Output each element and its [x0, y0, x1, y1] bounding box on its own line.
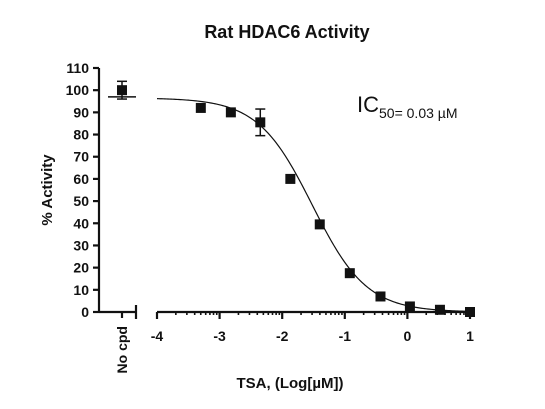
x-tick-label: 0: [404, 328, 412, 344]
x-tick-label: 1: [466, 328, 474, 344]
y-tick-label: 60: [73, 171, 89, 187]
data-point: [285, 173, 296, 184]
data-point: [344, 268, 355, 279]
ic50-annotation-main: IC: [357, 92, 379, 117]
y-tick-label: 100: [66, 82, 90, 98]
data-points-layer: [108, 80, 475, 317]
y-tick-label: 0: [81, 304, 89, 320]
x-tick-label: -2: [276, 328, 289, 344]
y-axis-label: % Activity: [39, 154, 56, 226]
data-point: [434, 304, 445, 315]
y-tick-label: 70: [73, 149, 89, 165]
fit-curve: [156, 98, 471, 312]
data-point: [255, 117, 266, 128]
y-tick-label: 10: [73, 282, 89, 298]
y-tick-label: 30: [73, 237, 89, 253]
svg-text:IC50= 0.03 µM: IC50= 0.03 µM: [357, 92, 458, 121]
chart-title: Rat HDAC6 Activity: [204, 22, 369, 42]
data-point: [225, 107, 236, 118]
control-point: [117, 85, 127, 96]
fit-curve-layer: [156, 98, 471, 312]
y-tick-label: 50: [73, 193, 89, 209]
y-tick-label: 90: [73, 104, 89, 120]
control-category-label: No cpd: [114, 326, 130, 373]
x-axis-label: TSA, (Log[µM]): [237, 375, 344, 392]
ic50-annotation: IC50= 0.03 µM: [357, 92, 458, 121]
y-tick-label: 40: [73, 215, 89, 231]
ic50-annotation-subscript: 50= 0.03 µM: [379, 105, 458, 121]
y-tick-label: 110: [66, 60, 89, 76]
x-tick-label: -1: [339, 328, 352, 344]
data-point: [314, 219, 325, 230]
data-point: [465, 307, 475, 317]
x-tick-label: -4: [151, 328, 164, 344]
data-point: [404, 301, 415, 312]
data-point: [195, 102, 206, 113]
x-tick-label: -3: [213, 328, 226, 344]
y-tick-label: 20: [73, 260, 89, 276]
axes: 0 10 20 30 40 50 60 70 80 90 100 110 -4 -3 -2 -1 0 1 No cp…: [66, 60, 474, 373]
data-point: [375, 291, 386, 302]
y-tick-label: 80: [73, 127, 89, 143]
